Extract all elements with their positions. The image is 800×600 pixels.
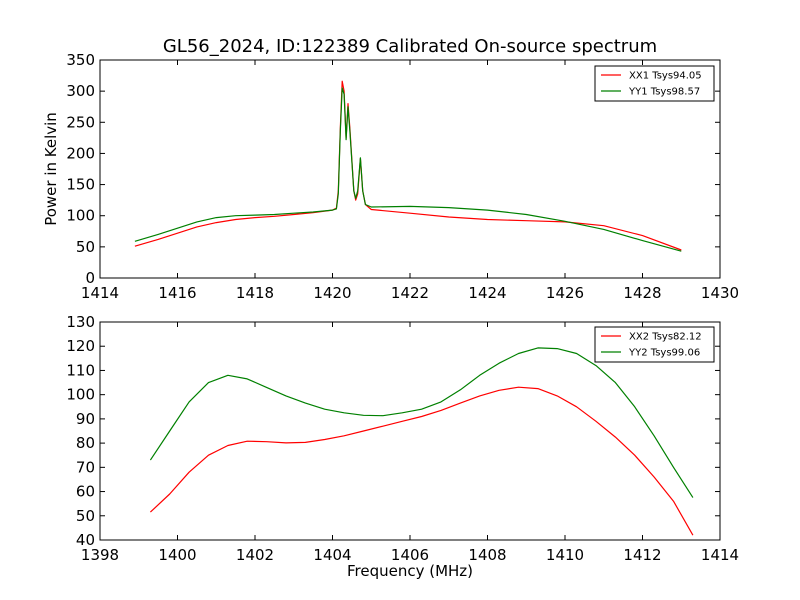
- legend-label: XX1 Tsys94.05: [629, 71, 702, 82]
- x-tick-label: 1418: [236, 284, 274, 302]
- y-tick-label: 80: [76, 434, 95, 452]
- top-panel: 1414 1416 1418 1420 1422 1424 1426 1428 1430 0 50 1…: [66, 51, 739, 302]
- y-tick-label: 50: [76, 238, 95, 256]
- x-tick-label: 1408: [468, 546, 506, 564]
- x-tick-label: 1402: [236, 546, 274, 564]
- legend-label: YY2 Tsys99.06: [628, 348, 700, 359]
- y-tick-label: 40: [76, 531, 95, 549]
- legend-box: [594, 326, 715, 363]
- x-tick-label: 1404: [313, 546, 351, 564]
- y-tick-label: 130: [66, 313, 95, 331]
- y-tick-label: 150: [66, 176, 95, 194]
- legend: XX2 Tsys82.12 YY2 Tsys99.06: [594, 326, 715, 363]
- x-tick-label: 1406: [391, 546, 429, 564]
- y-tick-label: 350: [66, 51, 95, 69]
- x-tick-label: 1426: [546, 284, 584, 302]
- y-tick-label: 200: [66, 144, 95, 162]
- y-tick-label: 100: [66, 386, 95, 404]
- legend-label: YY1 Tsys98.57: [628, 87, 700, 98]
- x-tick-label: 1416: [158, 284, 196, 302]
- x-tick-label: 1398: [81, 546, 119, 564]
- x-tick-label: 1414: [701, 546, 739, 564]
- y-tick-label: 300: [66, 82, 95, 100]
- x-tick-label: 1410: [546, 546, 584, 564]
- y-tick-label: 70: [76, 458, 95, 476]
- y-tick-label: 90: [76, 410, 95, 428]
- legend-box: [594, 65, 715, 102]
- x-tick-label: 1412: [623, 546, 661, 564]
- x-axis-label: Frequency (MHz): [347, 562, 473, 580]
- y-tick-label: 100: [66, 207, 95, 225]
- chart-title: GL56_2024, ID:122389 Calibrated On-sourc…: [163, 36, 657, 57]
- y-axis-label: Power in Kelvin: [42, 112, 60, 226]
- series-line-2: [134, 87, 682, 252]
- y-tick-label: 50: [76, 507, 95, 525]
- y-tick-label: 250: [66, 113, 95, 131]
- x-tick-label: 1430: [701, 284, 739, 302]
- x-tick-label: 1414: [81, 284, 119, 302]
- x-tick-label: 1424: [468, 284, 506, 302]
- y-tick-label: 60: [76, 483, 95, 501]
- x-tick-label: 1420: [313, 284, 351, 302]
- y-tick-label: 0: [85, 269, 95, 287]
- y-tick-label: 110: [66, 361, 95, 379]
- series-line-2: [149, 347, 694, 498]
- series-line-1: [149, 386, 694, 536]
- legend-label: XX2 Tsys82.12: [629, 332, 702, 343]
- x-tick-label: 1422: [391, 284, 429, 302]
- x-tick-label: 1428: [623, 284, 661, 302]
- y-tick-label: 120: [66, 337, 95, 355]
- bottom-panel: 1398 1400 1402 1404 1406 1408 1410 1412 1414 40 50…: [66, 313, 739, 564]
- x-tick-label: 1400: [158, 546, 196, 564]
- legend: XX1 Tsys94.05 YY1 Tsys98.57: [594, 65, 715, 102]
